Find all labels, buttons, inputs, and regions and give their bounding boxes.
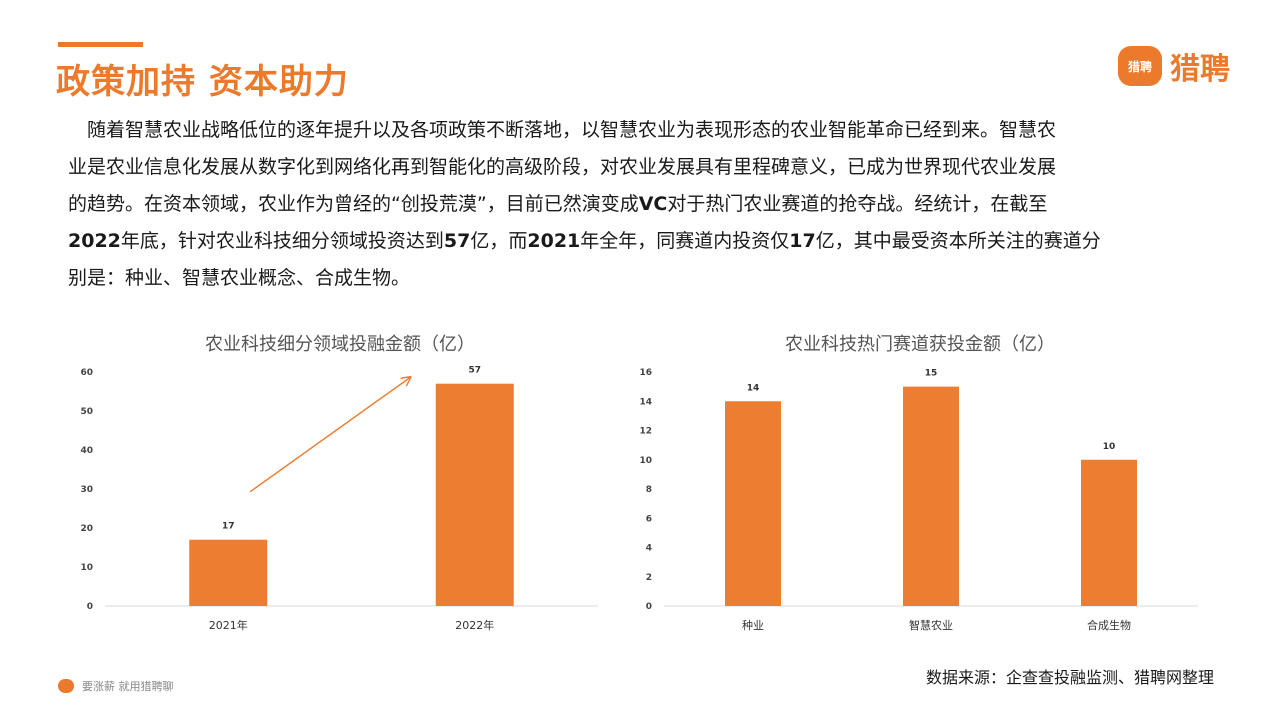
- liepin-logo-icon: 猎聘: [1118, 46, 1162, 86]
- speech-bubble-icon: [58, 679, 74, 693]
- footer: 要涨薪 就用猎聘聊: [58, 678, 174, 694]
- chart-2-y-tick-label: 2: [646, 573, 652, 583]
- chart-1-y-tick-label: 40: [80, 446, 93, 456]
- chart-1-title: 农业科技细分领域投融金额（亿）: [205, 334, 475, 355]
- brand-logo: 猎聘 猎聘: [1118, 44, 1230, 88]
- chart-2-y-tick-label: 12: [639, 427, 652, 437]
- chart-2-data-label: 15: [925, 369, 938, 379]
- chart-1-y-tick-label: 0: [87, 602, 93, 612]
- chart-2-data-label: 10: [1103, 442, 1116, 452]
- intro-text: 年全年，同赛道内投资仅: [580, 230, 790, 252]
- chart-1-bar: [435, 383, 514, 606]
- chart-1-bar: [189, 539, 268, 606]
- chart-2-bar: [1081, 459, 1137, 606]
- intro-text: 年底，针对农业科技细分领域投资达到: [120, 230, 444, 252]
- chart-2-y-tick-label: 10: [639, 456, 652, 466]
- chart-2-y-tick-label: 6: [646, 514, 652, 524]
- chart-1-data-label: 57: [468, 366, 481, 376]
- chart-1-y-tick-label: 20: [80, 524, 93, 534]
- intro-text: 随着智慧农业战略低位的逐年提升以及各项政策不断落地，以智慧农业为表现形态的农业智…: [68, 119, 1057, 141]
- chart-1-x-tick-label: 2021年: [209, 618, 248, 632]
- intro-text: 业是农业信息化发展从数字化到网络化再到智能化的高级阶段，对农业发展具有里程碑意义…: [68, 156, 1057, 178]
- chart-2-x-tick-label: 合成生物: [1087, 618, 1131, 632]
- intro-text: 对于热门农业赛道的抢夺战。经统计，在截至: [667, 193, 1048, 215]
- intro-emphasis: 57: [443, 230, 471, 252]
- intro-text: 亿，其中最受资本所关注的赛道分: [815, 230, 1101, 252]
- intro-emphasis: 2022: [68, 230, 121, 252]
- intro-emphasis: 17: [789, 230, 816, 252]
- chart-2-x-tick-label: 智慧农业: [909, 618, 953, 632]
- chart-1-y-tick-label: 60: [80, 368, 93, 378]
- data-source: 数据来源：企查查投融监测、猎聘网整理: [925, 668, 1214, 687]
- chart-1-y-tick-label: 50: [80, 407, 93, 417]
- footer-slogan: 要涨薪 就用猎聘聊: [82, 680, 174, 693]
- intro-paragraph: 随着智慧农业战略低位的逐年提升以及各项政策不断落地，以智慧农业为表现形态的农业智…: [68, 112, 1198, 297]
- intro-text: 别是：种业、智慧农业概念、合成生物。: [68, 267, 411, 289]
- intro-emphasis: VC: [638, 193, 668, 215]
- title-accent-bar: [58, 42, 143, 47]
- page-title: 政策加持 资本助力: [56, 62, 349, 102]
- chart-2-y-tick-label: 4: [646, 544, 652, 554]
- chart-1-y-tick-label: 30: [80, 485, 93, 495]
- intro-text: 亿，而: [470, 230, 528, 252]
- chart-1-x-tick-label: 2022年: [455, 618, 494, 632]
- intro-text: 的趋势。在资本领域，农业作为曾经的“创投荒漠”，目前已然演变成: [68, 193, 639, 215]
- chart-2-bar: [725, 401, 781, 606]
- brand-name: 猎聘: [1170, 52, 1230, 87]
- chart-2-bar: [903, 386, 959, 606]
- chart-2-y-tick-label: 14: [639, 397, 652, 407]
- chart-2-title: 农业科技热门赛道获投金额（亿）: [785, 334, 1055, 355]
- chart-2-y-tick-label: 0: [646, 602, 652, 612]
- chart-1-data-label: 17: [222, 522, 235, 532]
- intro-emphasis: 2021: [527, 230, 581, 252]
- chart-2-y-tick-label: 8: [646, 485, 652, 495]
- chart-2-data-label: 14: [747, 383, 760, 393]
- chart-2-x-tick-label: 种业: [742, 618, 764, 632]
- growth-arrow: [249, 378, 410, 493]
- chart-2-y-tick-label: 16: [639, 368, 652, 378]
- chart-1-y-tick-label: 10: [80, 563, 93, 573]
